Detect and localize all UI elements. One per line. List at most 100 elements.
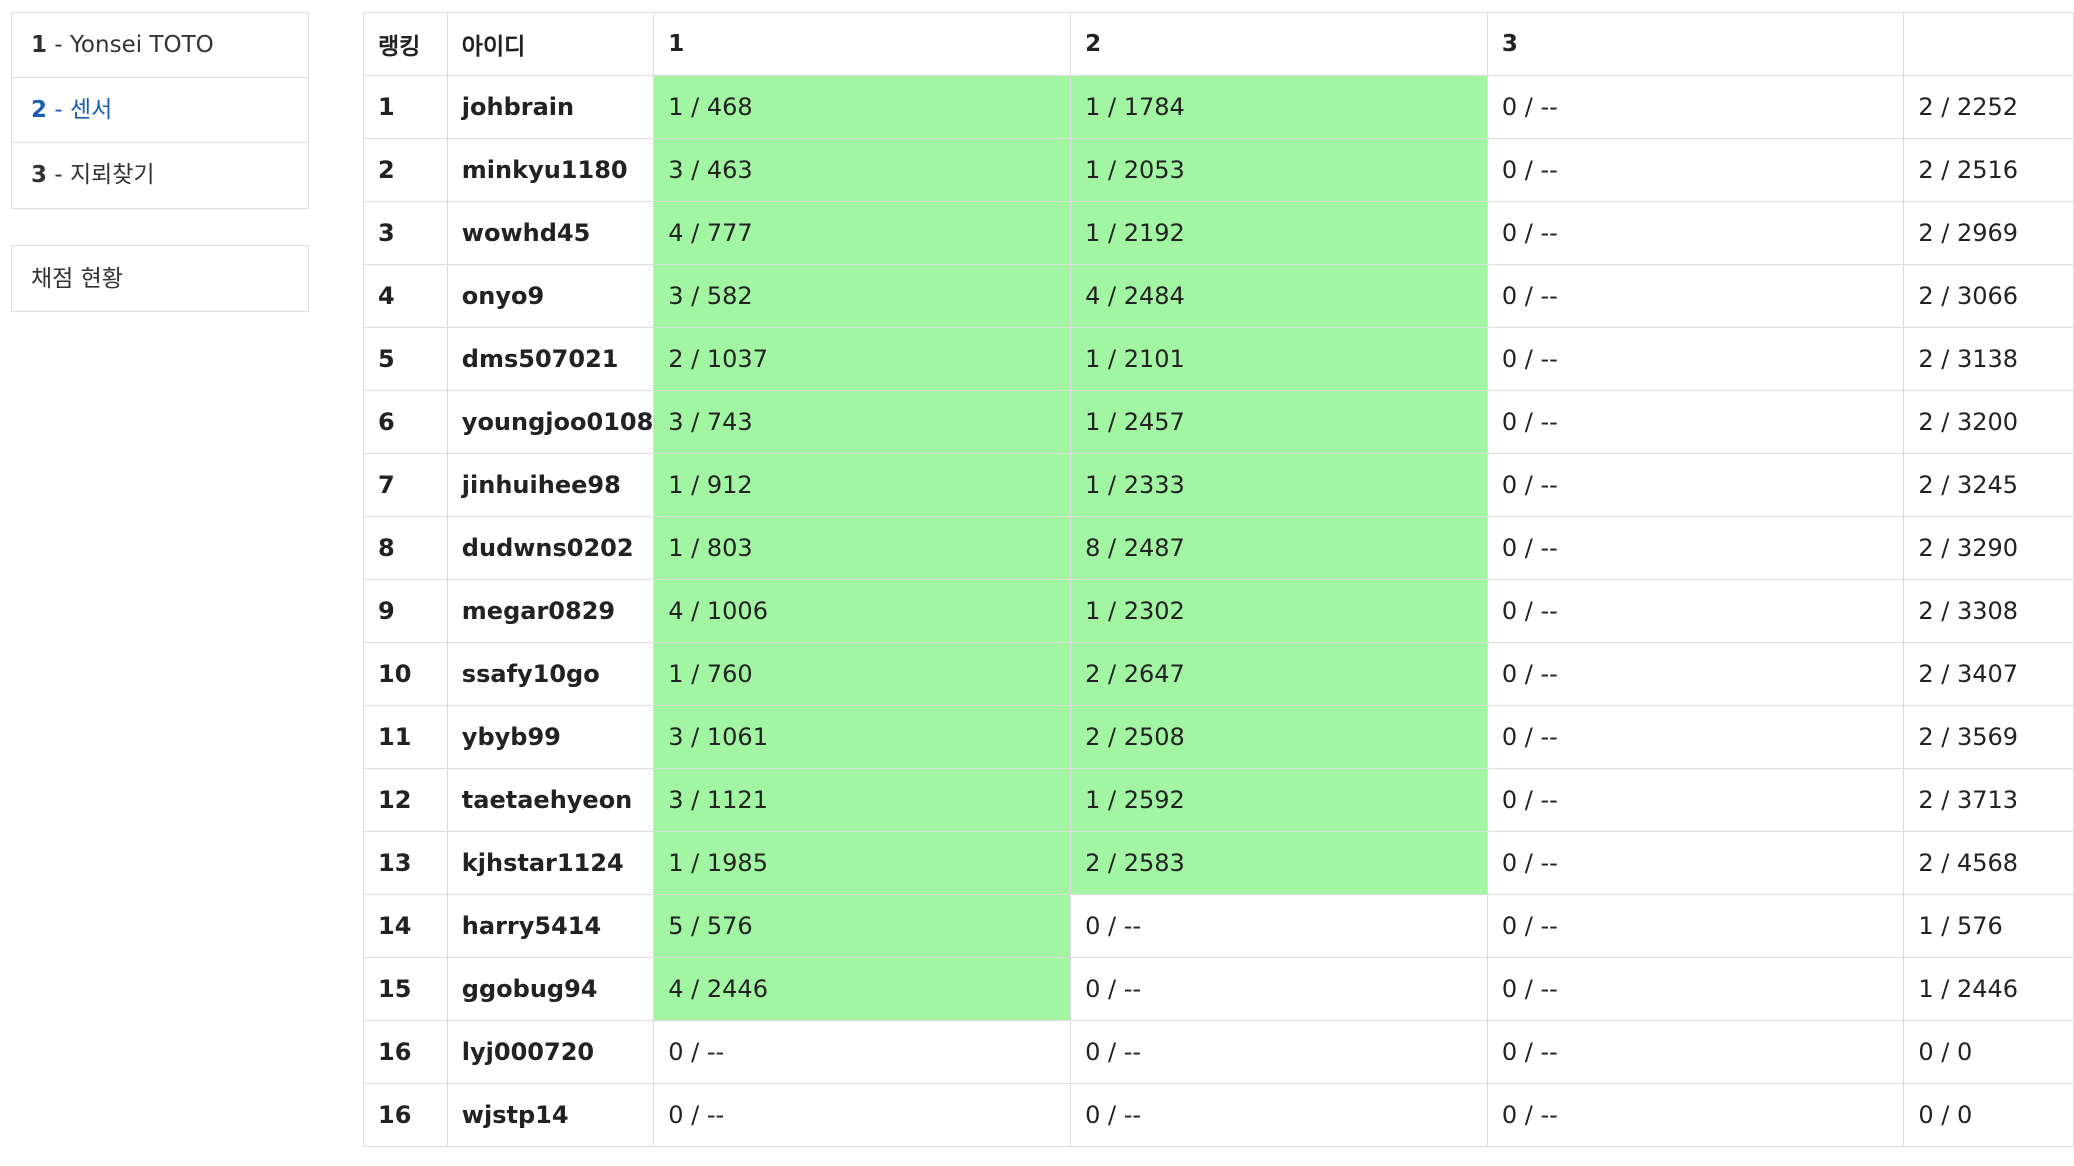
problem-2-cell: 1 / 1784 — [1070, 75, 1488, 139]
problem-1-cell: 4 / 1006 — [653, 579, 1072, 643]
problem-3-cell: 0 / -- — [1486, 327, 1905, 391]
total-cell: 2 / 3245 — [1903, 453, 2074, 517]
problem-title: 센서 — [69, 97, 113, 123]
problem-3-cell: 0 / -- — [1486, 768, 1905, 832]
status-link[interactable]: 채점 현황 — [11, 245, 309, 312]
problem-2-cell: 2 / 2647 — [1070, 642, 1488, 706]
table-body: 1 johbrain 1 / 468 1 / 1784 0 / -- 2 / 2252 2 m… — [363, 75, 2074, 1147]
problem-3-cell: 0 / -- — [1486, 75, 1905, 139]
total-cell: 2 / 2969 — [1903, 201, 2074, 265]
problem-2-cell: 2 / 2508 — [1070, 705, 1488, 769]
problem-number: 1 — [31, 32, 48, 58]
user-id-cell: dms507021 — [446, 327, 655, 391]
problem-title: Yonsei TOTO — [69, 32, 214, 58]
user-id-cell: ggobug94 — [446, 957, 655, 1021]
rank-cell: 15 — [363, 957, 448, 1021]
problem-1-cell: 2 / 1037 — [653, 327, 1072, 391]
problem-3-cell: 0 / -- — [1486, 957, 1905, 1021]
table-row: 1 johbrain 1 / 468 1 / 1784 0 / -- 2 / 2252 — [363, 75, 2074, 139]
problem-1-cell: 3 / 463 — [653, 138, 1072, 202]
header-problem-1: 1 — [653, 12, 1072, 76]
table-row: 12 taetaehyeon 3 / 1121 1 / 2592 0 / -- 2 / 3… — [363, 768, 2074, 832]
problem-item-3[interactable]: 3 - 지뢰찾기 — [12, 143, 308, 208]
problem-number: 3 — [31, 162, 48, 188]
problem-separator: - — [47, 32, 70, 58]
table-row: 8 dudwns0202 1 / 803 8 / 2487 0 / -- 2 / 3290 — [363, 516, 2074, 580]
user-id-cell: minkyu1180 — [446, 138, 655, 202]
problem-1-cell: 3 / 1061 — [653, 705, 1072, 769]
user-id-cell: lyj000720 — [446, 1020, 655, 1084]
total-cell: 1 / 2446 — [1903, 957, 2074, 1021]
problem-2-cell: 1 / 2333 — [1070, 453, 1488, 517]
rank-cell: 5 — [363, 327, 448, 391]
problem-3-cell: 0 / -- — [1486, 390, 1905, 454]
problem-3-cell: 0 / -- — [1486, 642, 1905, 706]
user-id-cell: youngjoo0108 — [446, 390, 655, 454]
total-cell: 1 / 576 — [1903, 894, 2074, 958]
table-row: 16 lyj000720 0 / -- 0 / -- 0 / -- 0 / 0 — [363, 1020, 2074, 1084]
rank-cell: 16 — [363, 1020, 448, 1084]
problem-item-2[interactable]: 2 - 센서 — [12, 78, 308, 143]
problem-2-cell: 0 / -- — [1070, 894, 1488, 958]
table-row: 16 wjstp14 0 / -- 0 / -- 0 / -- 0 / 0 — [363, 1083, 2074, 1147]
total-cell: 2 / 3200 — [1903, 390, 2074, 454]
header-id: 아이디 — [446, 12, 655, 76]
table-row: 5 dms507021 2 / 1037 1 / 2101 0 / -- 2 / 3138 — [363, 327, 2074, 391]
total-cell: 2 / 2516 — [1903, 138, 2074, 202]
problem-2-cell: 8 / 2487 — [1070, 516, 1488, 580]
problem-3-cell: 0 / -- — [1486, 138, 1905, 202]
rank-cell: 3 — [363, 201, 448, 265]
user-id-cell: wowhd45 — [446, 201, 655, 265]
user-id-cell: ybyb99 — [446, 705, 655, 769]
rank-cell: 1 — [363, 75, 448, 139]
problem-list: 1 - Yonsei TOTO 2 - 센서 3 - 지뢰찾기 — [11, 12, 309, 209]
header-problem-3: 3 — [1486, 12, 1905, 76]
table-row: 6 youngjoo0108 3 / 743 1 / 2457 0 / -- 2 / 32… — [363, 390, 2074, 454]
problem-item-1[interactable]: 1 - Yonsei TOTO — [12, 13, 308, 78]
user-id-cell: johbrain — [446, 75, 655, 139]
user-id-cell: ssafy10go — [446, 642, 655, 706]
problem-1-cell: 4 / 2446 — [653, 957, 1072, 1021]
rank-cell: 14 — [363, 894, 448, 958]
problem-2-cell: 0 / -- — [1070, 1083, 1488, 1147]
problem-2-cell: 2 / 2583 — [1070, 831, 1488, 895]
rank-cell: 10 — [363, 642, 448, 706]
user-id-cell: kjhstar1124 — [446, 831, 655, 895]
table-row: 15 ggobug94 4 / 2446 0 / -- 0 / -- 1 / 2446 — [363, 957, 2074, 1021]
problem-1-cell: 1 / 1985 — [653, 831, 1072, 895]
table-row: 3 wowhd45 4 / 777 1 / 2192 0 / -- 2 / 2969 — [363, 201, 2074, 265]
total-cell: 2 / 4568 — [1903, 831, 2074, 895]
rank-cell: 9 — [363, 579, 448, 643]
problem-3-cell: 0 / -- — [1486, 705, 1905, 769]
table-row: 10 ssafy10go 1 / 760 2 / 2647 0 / -- 2 / 3407 — [363, 642, 2074, 706]
problem-2-cell: 1 / 2101 — [1070, 327, 1488, 391]
header-rank: 랭킹 — [363, 12, 448, 76]
user-id-cell: dudwns0202 — [446, 516, 655, 580]
rank-cell: 16 — [363, 1083, 448, 1147]
problem-2-cell: 1 / 2053 — [1070, 138, 1488, 202]
problem-title: 지뢰찾기 — [69, 162, 155, 188]
user-id-cell: megar0829 — [446, 579, 655, 643]
rank-cell: 6 — [363, 390, 448, 454]
table-row: 7 jinhuihee98 1 / 912 1 / 2333 0 / -- 2 / 324… — [363, 453, 2074, 517]
problem-separator: - — [47, 97, 70, 123]
problem-1-cell: 3 / 743 — [653, 390, 1072, 454]
total-cell: 0 / 0 — [1903, 1083, 2074, 1147]
table-row: 13 kjhstar1124 1 / 1985 2 / 2583 0 / -- 2 / 4… — [363, 831, 2074, 895]
table-header-row: 랭킹 아이디 1 2 3 — [363, 12, 2074, 76]
scoreboard-table: 랭킹 아이디 1 2 3 1 johbrain 1 / 468 1 / 1784 0 /… — [363, 12, 2074, 1147]
problem-separator: - — [47, 162, 70, 188]
problem-3-cell: 0 / -- — [1486, 831, 1905, 895]
problem-3-cell: 0 / -- — [1486, 201, 1905, 265]
rank-cell: 7 — [363, 453, 448, 517]
problem-3-cell: 0 / -- — [1486, 579, 1905, 643]
problem-2-cell: 4 / 2484 — [1070, 264, 1488, 328]
problem-1-cell: 1 / 760 — [653, 642, 1072, 706]
table-row: 14 harry5414 5 / 576 0 / -- 0 / -- 1 / 576 — [363, 894, 2074, 958]
problem-1-cell: 0 / -- — [653, 1020, 1072, 1084]
problem-1-cell: 5 / 576 — [653, 894, 1072, 958]
problem-2-cell: 1 / 2592 — [1070, 768, 1488, 832]
table-row: 2 minkyu1180 3 / 463 1 / 2053 0 / -- 2 / 2516 — [363, 138, 2074, 202]
user-id-cell: wjstp14 — [446, 1083, 655, 1147]
rank-cell: 4 — [363, 264, 448, 328]
